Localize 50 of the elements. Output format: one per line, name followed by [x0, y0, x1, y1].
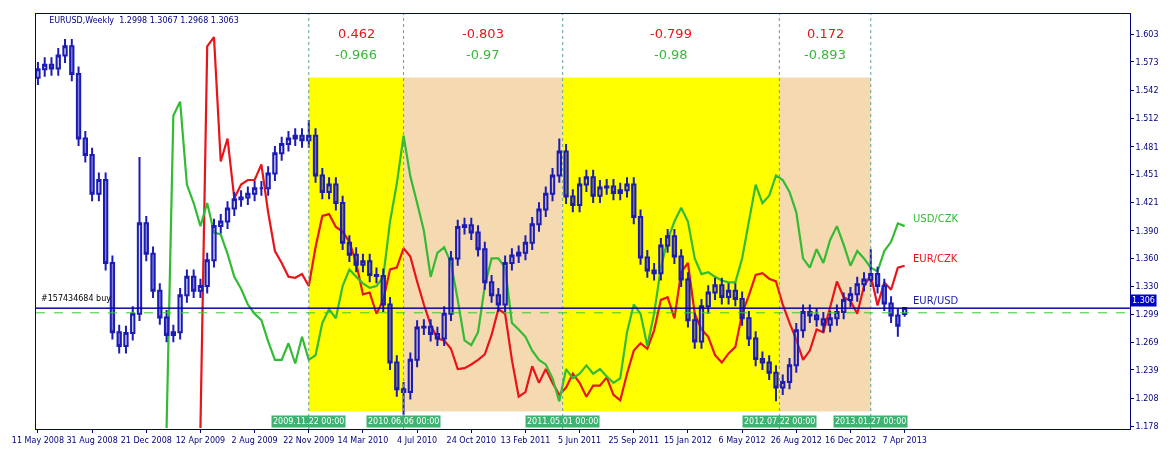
y-tick-label: 1.573 [1135, 57, 1159, 67]
annotation: -0.803 [462, 26, 504, 41]
y-tick-label: 1.603 [1135, 30, 1159, 40]
y-tick-label: 1.390 [1135, 226, 1159, 236]
series-label: EUR/CZK [913, 253, 958, 264]
ref-line-label: 2011.05.01 00:00 [527, 417, 599, 426]
series-label: EUR/USD [913, 295, 959, 306]
y-tick-label: 1.481 [1135, 142, 1159, 152]
x-tick-label: 7 Apr 2013 [882, 435, 927, 445]
x-tick-label: 11 May 2008 [11, 435, 65, 445]
y-tick-label: 1.299 [1135, 310, 1159, 320]
series-label: USD/CZK [913, 213, 959, 224]
y-tick-label: 1.239 [1135, 365, 1159, 375]
y-tick-label: 1.421 [1135, 197, 1159, 207]
x-tick-label: 26 Aug 2012 [770, 435, 822, 445]
x-tick-label: 25 Sep 2011 [608, 435, 660, 445]
ref-line-label: 2012.07.22 00:00 [744, 417, 816, 426]
y-tick-label: 1.542 [1135, 86, 1159, 96]
y-tick-label: 1.360 [1135, 254, 1159, 264]
x-tick-label: 6 May 2012 [718, 435, 766, 445]
x-tick-label: 4 Jul 2010 [397, 435, 438, 445]
x-tick-label: 15 Jan 2012 [663, 435, 712, 445]
annotation: 0.462 [338, 26, 376, 41]
x-tick-label: 12 Apr 2009 [175, 435, 226, 445]
x-tick-label: 5 Jun 2011 [558, 435, 602, 445]
ref-line-label: 1.306 [1132, 296, 1155, 305]
x-tick-label: 21 Dec 2008 [120, 435, 172, 445]
annotation: -0.966 [335, 47, 377, 62]
x-tick-label: 22 Nov 2009 [283, 435, 335, 445]
y-tick-label: 1.330 [1135, 281, 1159, 291]
chart-title: EURUSD,Weekly 1.2998 1.3067 1.2968 1.3063 [49, 15, 239, 25]
x-tick-label: 16 Dec 2012 [824, 435, 876, 445]
annotation: -0.98 [654, 47, 688, 62]
x-tick-label: 31 Aug 2008 [66, 435, 118, 445]
annotation: -0.893 [804, 47, 846, 62]
ref-line-label: 2013.01.27 00:00 [835, 417, 907, 426]
y-tick-label: 1.269 [1135, 338, 1159, 348]
annotation: -0.97 [466, 47, 500, 62]
y-tick-label: 1.208 [1135, 394, 1159, 404]
x-tick-label: 14 Mar 2010 [337, 435, 389, 445]
annotation: 0.172 [807, 26, 845, 41]
y-tick-label: 1.451 [1135, 170, 1159, 180]
x-tick-label: 24 Oct 2010 [446, 435, 497, 445]
y-tick-label: 1.178 [1135, 422, 1159, 432]
x-tick-label: 13 Feb 2011 [500, 435, 551, 445]
ref-line-label: 2009.11.22 00:00 [273, 417, 345, 426]
x-tick-label: 2 Aug 2009 [231, 435, 278, 445]
y-tick-label: 1.512 [1135, 114, 1159, 124]
annotation: -0.799 [650, 26, 692, 41]
ref-line-label: 2010.06.06 00:00 [368, 417, 440, 426]
